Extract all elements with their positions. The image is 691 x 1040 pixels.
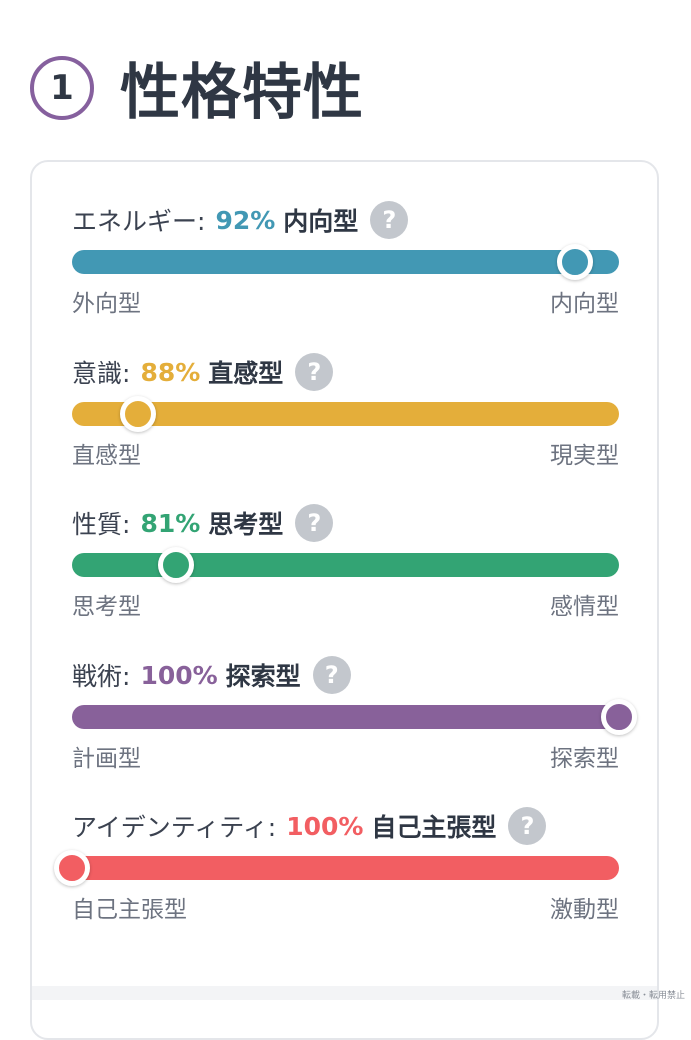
- trait-bar: [54, 850, 619, 886]
- trait-row: エネルギー: 92% 内向型 ? 外向型 内向型: [72, 200, 619, 318]
- trait-slider-knob[interactable]: [601, 699, 637, 735]
- trait-name: 戦術:: [72, 662, 131, 691]
- trait-scale-labels: 外向型 内向型: [72, 284, 619, 318]
- trait-scale-labels: 思考型 感情型: [72, 587, 619, 621]
- trait-bar: [72, 396, 619, 432]
- trait-bar: [72, 699, 637, 735]
- trait-scale-labels: 直感型 現実型: [72, 436, 619, 470]
- trait-heading: 戦術: 100% 探索型 ?: [72, 655, 619, 695]
- trait-row: アイデンティティ: 100% 自己主張型 ? 自己主張型 激動型: [54, 806, 619, 924]
- trait-left-label: 計画型: [72, 746, 141, 772]
- trait-heading: 意識: 88% 直感型 ?: [72, 352, 619, 392]
- trait-percent: 100%: [140, 660, 218, 690]
- traits-card: [30, 160, 659, 1040]
- trait-slider-knob[interactable]: [54, 850, 90, 886]
- trait-slider-knob[interactable]: [157, 547, 194, 583]
- trait-right-label: 現実型: [550, 443, 619, 469]
- trait-bar: [72, 244, 619, 280]
- copyright-note: 転載・転用禁止: [621, 991, 685, 1001]
- trait-type: 思考型: [208, 510, 284, 539]
- trait-left-label: 思考型: [72, 594, 141, 620]
- trait-row: 性質: 81% 思考型 ? 思考型 感情型: [72, 503, 619, 621]
- trait-heading: エネルギー: 92% 内向型 ?: [72, 200, 619, 240]
- trait-name: アイデンティティ:: [72, 813, 277, 842]
- section-header: 1 性格特性: [30, 44, 364, 131]
- help-icon[interactable]: ?: [508, 807, 547, 845]
- trait-left-label: 自己主張型: [72, 897, 187, 923]
- section-number-badge: 1: [30, 55, 94, 120]
- help-icon[interactable]: ?: [295, 504, 334, 542]
- trait-scale-labels: 自己主張型 激動型: [72, 890, 619, 924]
- trait-scale-labels: 計画型 探索型: [72, 739, 619, 773]
- trait-slider-knob[interactable]: [119, 396, 156, 432]
- trait-right-label: 内向型: [550, 291, 619, 317]
- trait-type: 直感型: [208, 359, 284, 388]
- trait-right-label: 感情型: [550, 594, 619, 620]
- trait-right-label: 探索型: [550, 746, 619, 772]
- help-icon[interactable]: ?: [370, 201, 409, 239]
- help-icon[interactable]: ?: [312, 656, 351, 694]
- card-footer-strip: [32, 986, 657, 1000]
- trait-slider-knob[interactable]: [557, 244, 594, 280]
- trait-percent: 92%: [215, 205, 276, 235]
- trait-heading: アイデンティティ: 100% 自己主張型 ?: [72, 806, 619, 846]
- trait-type: 探索型: [225, 662, 301, 691]
- trait-right-label: 激動型: [550, 897, 619, 923]
- trait-bar: [72, 547, 619, 583]
- trait-left-label: 外向型: [72, 291, 141, 317]
- trait-left-label: 直感型: [72, 443, 141, 469]
- trait-heading: 性質: 81% 思考型 ?: [72, 503, 619, 543]
- trait-percent: 100%: [286, 811, 364, 841]
- help-icon[interactable]: ?: [295, 353, 334, 391]
- trait-type: 内向型: [283, 207, 359, 236]
- trait-percent: 81%: [140, 508, 201, 538]
- page-title: 性格特性: [120, 58, 364, 128]
- trait-percent: 88%: [140, 357, 201, 387]
- trait-name: エネルギー:: [72, 207, 206, 236]
- trait-type: 自己主張型: [371, 813, 497, 842]
- trait-name: 性質:: [72, 510, 131, 539]
- trait-row: 意識: 88% 直感型 ? 直感型 現実型: [72, 352, 619, 470]
- trait-row: 戦術: 100% 探索型 ? 計画型 探索型: [72, 655, 637, 773]
- trait-name: 意識:: [72, 359, 131, 388]
